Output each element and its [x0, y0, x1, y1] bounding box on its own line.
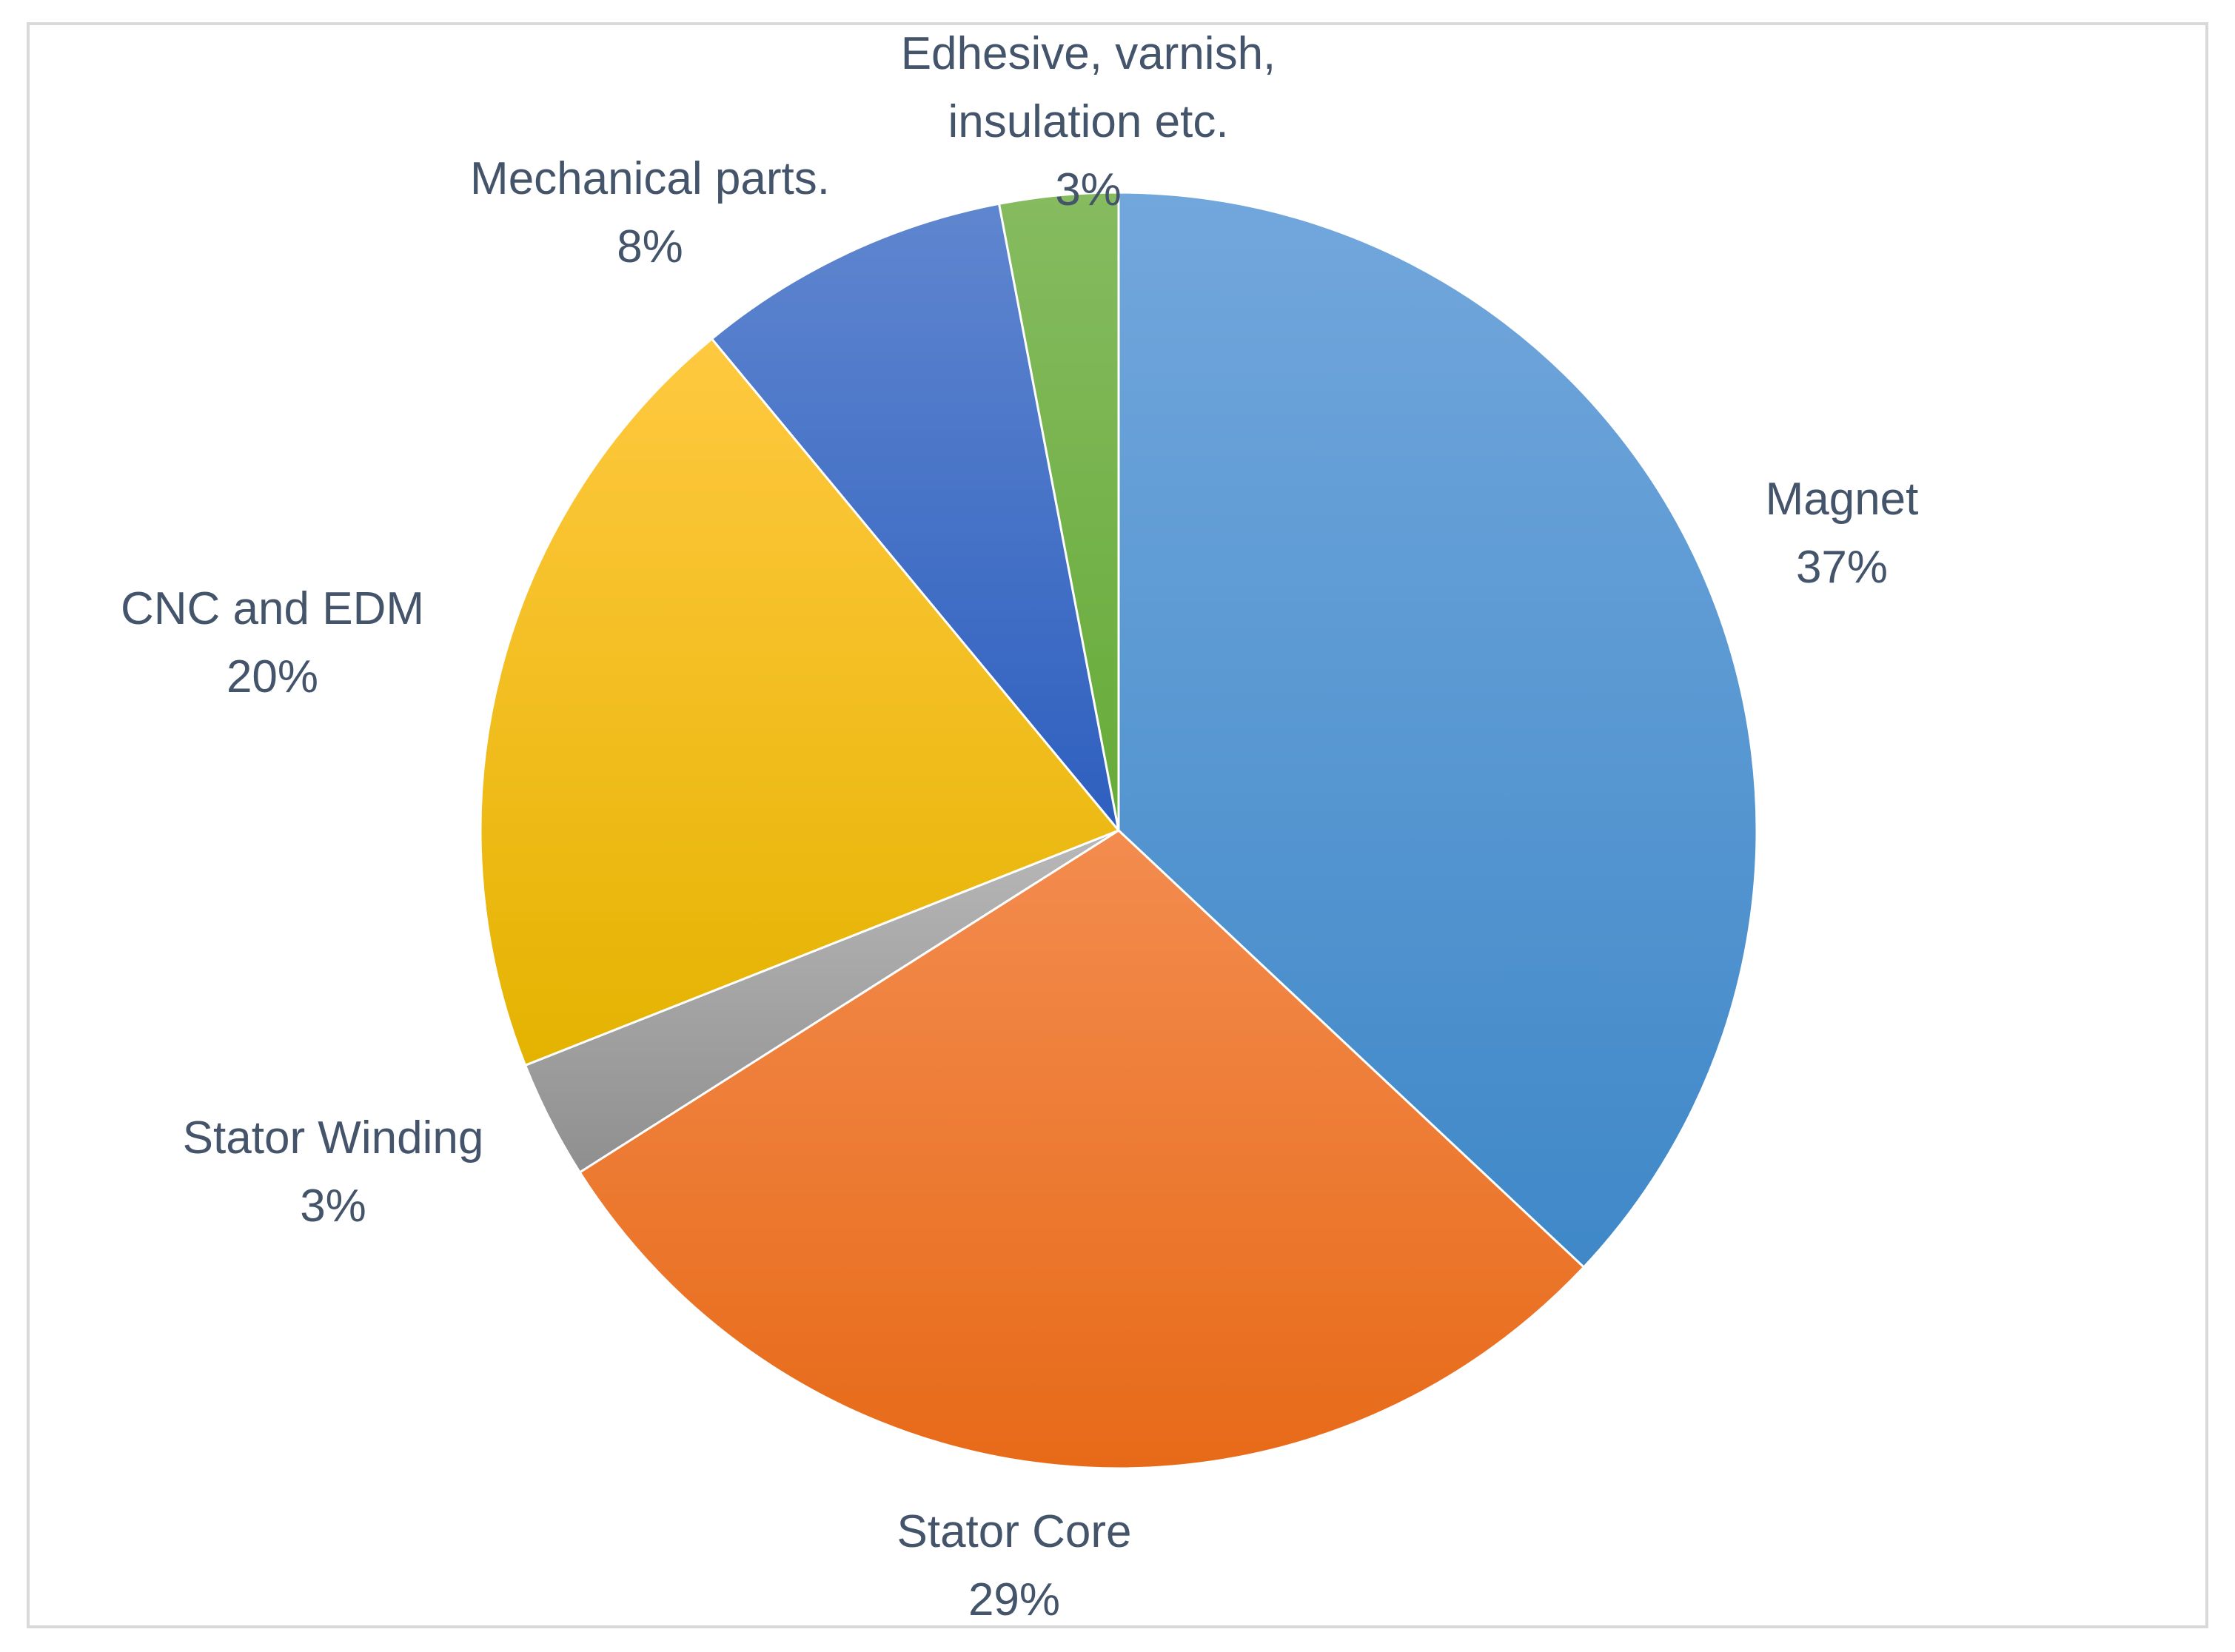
data-label-value: 29%	[968, 1574, 1060, 1625]
data-label-value: 3%	[300, 1181, 366, 1232]
pie-labels: Magnet 37% Stator Core 29% Stator Winding 3% C…	[121, 28, 1918, 1625]
pie-slices	[479, 191, 1758, 1470]
data-label-category: Stator Winding	[183, 1112, 484, 1164]
data-label-category: Mechanical parts.	[470, 153, 830, 204]
data-label-category: Edhesive, varnish,	[901, 28, 1276, 79]
data-label-stator-core: Stator Core 29%	[897, 1506, 1131, 1625]
data-label-magnet: Magnet 37%	[1766, 474, 1919, 593]
pie-slice-cnc-and-edm	[479, 337, 1121, 1067]
pie-slice-magnet	[1117, 191, 1758, 1269]
data-label-value: 3%	[1055, 164, 1122, 215]
data-label-edhesive-varnish-insulation-etc: Edhesive, varnish, insulation etc. 3%	[901, 28, 1276, 215]
data-label-stator-winding: Stator Winding 3%	[183, 1112, 484, 1232]
data-label-value: 20%	[227, 651, 318, 702]
data-label-value: 8%	[617, 221, 683, 272]
data-label-mechanical-parts: Mechanical parts. 8%	[470, 153, 830, 272]
data-label-cnc-and-edm: CNC and EDM 20%	[121, 583, 424, 702]
data-label-category: insulation etc.	[948, 96, 1228, 147]
pie-slice-edhesive-varnish-insulation-etc	[997, 191, 1120, 831]
pie-slice-mechanical-parts	[710, 202, 1120, 831]
pie-slice-stator-core	[578, 829, 1586, 1470]
data-label-category: Magnet	[1766, 474, 1919, 525]
data-label-category: Stator Core	[897, 1506, 1131, 1557]
data-label-value: 37%	[1796, 542, 1888, 593]
data-label-category: CNC and EDM	[121, 583, 424, 634]
